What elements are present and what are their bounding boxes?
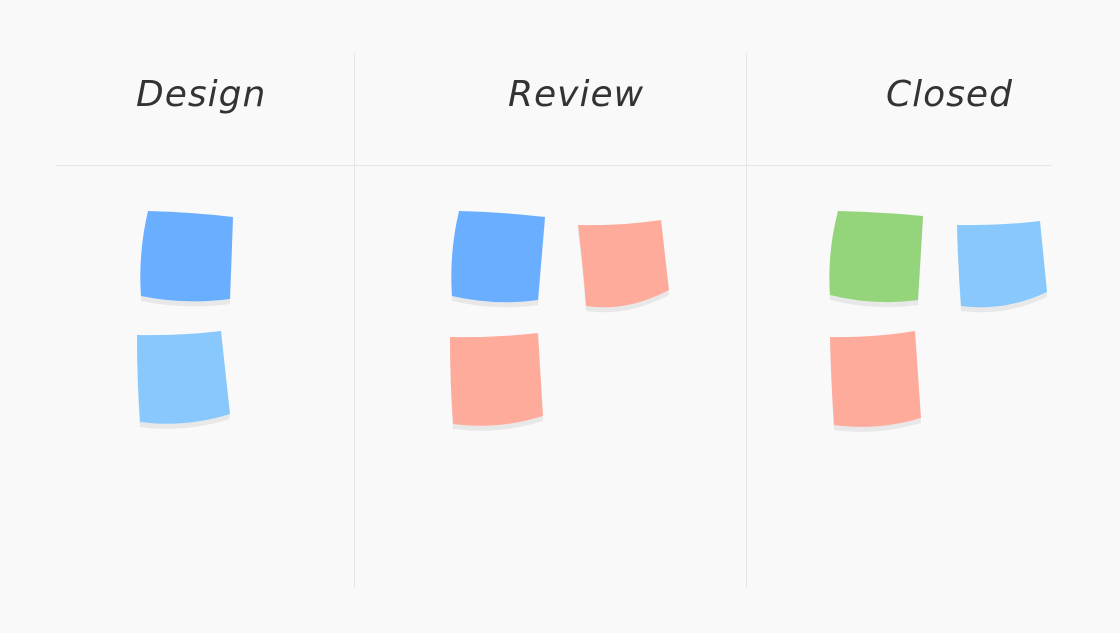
sticky-note-design-1[interactable] — [140, 211, 233, 307]
column-divider — [746, 53, 747, 588]
note-body[interactable] — [830, 331, 921, 427]
column-title-design: Design — [136, 74, 267, 115]
note-body[interactable] — [140, 211, 233, 302]
note-body[interactable] — [451, 211, 545, 303]
note-body[interactable] — [450, 333, 543, 426]
column-title-closed: Closed — [886, 74, 1013, 115]
column-divider — [354, 53, 355, 588]
header-divider — [56, 165, 1052, 166]
note-body[interactable] — [137, 331, 230, 424]
column-title-review: Review — [508, 74, 645, 115]
sticky-note-design-2[interactable] — [137, 331, 230, 429]
note-body[interactable] — [957, 221, 1047, 308]
sticky-note-review-1[interactable] — [451, 211, 545, 308]
note-body[interactable] — [578, 220, 669, 308]
note-body[interactable] — [829, 211, 923, 303]
sticky-note-closed-3[interactable] — [830, 331, 921, 432]
sticky-note-closed-2[interactable] — [957, 221, 1047, 313]
sticky-note-review-3[interactable] — [450, 333, 543, 431]
sticky-note-review-2[interactable] — [578, 220, 669, 313]
sticky-note-closed-1[interactable] — [829, 211, 923, 308]
